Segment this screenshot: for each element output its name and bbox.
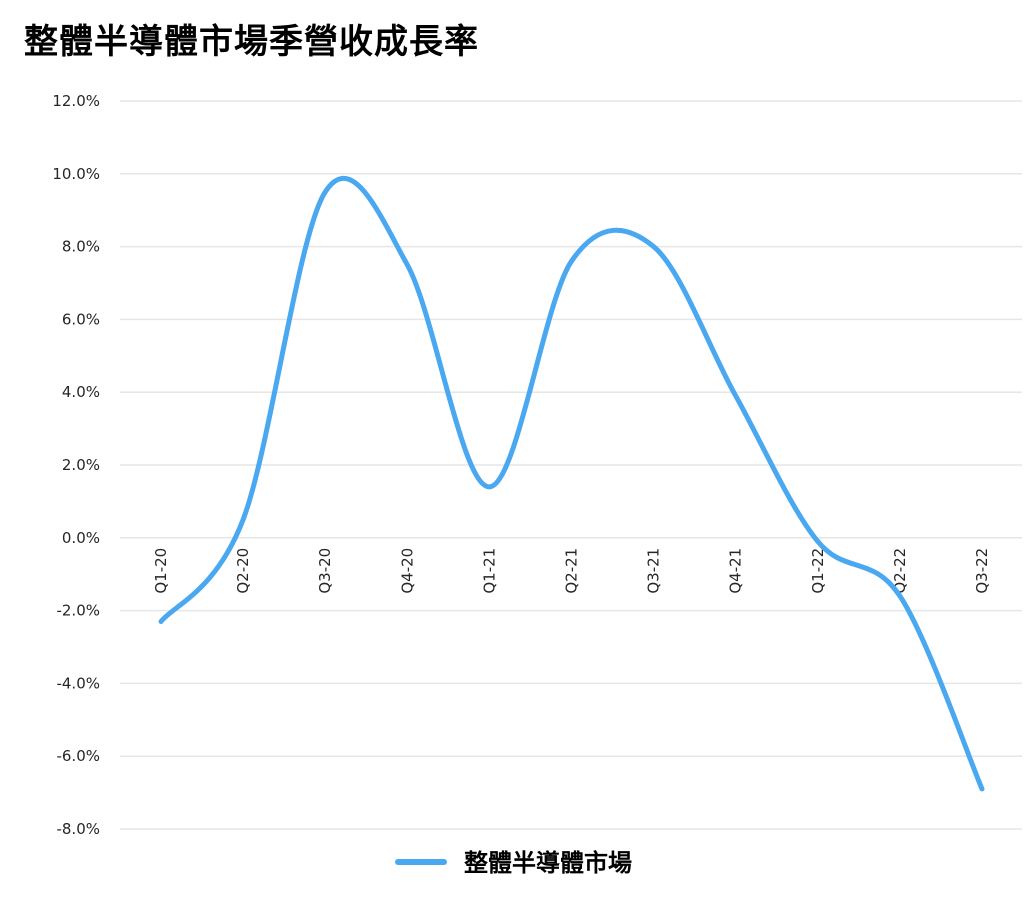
series-line [158, 175, 985, 792]
x-tick-label: Q1-20 [152, 548, 170, 594]
legend: 整體半導體市場 [395, 849, 632, 877]
data-point [323, 190, 327, 194]
gridlines [120, 100, 1022, 830]
y-tick-label: 8.0% [62, 238, 100, 256]
data-point [734, 394, 738, 398]
x-tick-label: Q3-20 [316, 548, 334, 594]
y-tick-label: -4.0% [56, 674, 100, 692]
legend-label: 整體半導體市場 [464, 849, 632, 877]
chart-title: 整體半導體市場季營收成長率 [24, 22, 479, 62]
x-axis-ticks: Q1-20 Q2-20 Q3-20 Q4-20 Q1-21 Q2-21 Q3-21 Q4-21… [152, 548, 991, 594]
y-tick-label: 12.0% [52, 92, 100, 110]
x-tick-label: Q2-20 [234, 548, 252, 594]
y-tick-label: -8.0% [56, 820, 100, 838]
series-layer [158, 175, 985, 792]
x-tick-label: Q4-20 [398, 548, 416, 594]
y-tick-label: 2.0% [62, 456, 100, 474]
x-tick-label: Q1-21 [480, 548, 498, 594]
data-point [241, 518, 245, 522]
data-point [980, 787, 984, 791]
y-tick-label: 6.0% [62, 310, 100, 328]
data-point [816, 539, 820, 543]
data-point [405, 263, 409, 267]
data-point [898, 594, 902, 598]
y-tick-label: 4.0% [62, 383, 100, 401]
y-tick-label: -6.0% [56, 747, 100, 765]
y-tick-label: -2.0% [56, 602, 100, 620]
data-point [487, 485, 491, 489]
x-tick-label: Q3-21 [645, 548, 663, 594]
data-point [570, 259, 574, 263]
x-tick-label: Q1-22 [809, 548, 827, 594]
y-axis-ticks: -8.0% -6.0% -4.0% -2.0% 0.0% 2.0% 4.0% 6.0% 8.0%… [52, 92, 100, 838]
x-tick-label: Q3-22 [973, 548, 991, 594]
x-tick-label: Q2-22 [891, 548, 909, 594]
data-point [159, 620, 163, 624]
x-tick-label: Q2-21 [563, 548, 581, 594]
x-tick-label: Q4-21 [727, 548, 745, 594]
data-point [652, 245, 656, 249]
y-tick-label: 0.0% [62, 529, 100, 547]
y-tick-label: 10.0% [52, 165, 100, 183]
